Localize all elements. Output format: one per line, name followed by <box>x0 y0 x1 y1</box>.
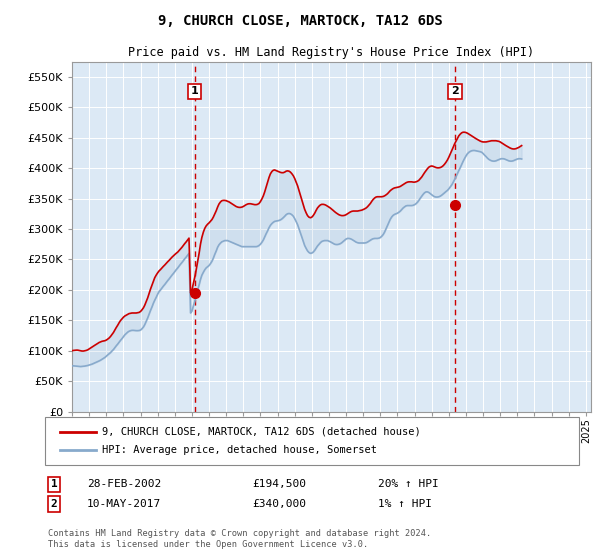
Text: 9, CHURCH CLOSE, MARTOCK, TA12 6DS: 9, CHURCH CLOSE, MARTOCK, TA12 6DS <box>158 14 442 28</box>
Text: HPI: Average price, detached house, Somerset: HPI: Average price, detached house, Some… <box>102 445 377 455</box>
Text: 9, CHURCH CLOSE, MARTOCK, TA12 6DS (detached house): 9, CHURCH CLOSE, MARTOCK, TA12 6DS (deta… <box>102 427 421 437</box>
Text: 20% ↑ HPI: 20% ↑ HPI <box>378 479 439 489</box>
Title: Price paid vs. HM Land Registry's House Price Index (HPI): Price paid vs. HM Land Registry's House … <box>128 46 535 59</box>
Text: £340,000: £340,000 <box>252 499 306 509</box>
Text: 28-FEB-2002: 28-FEB-2002 <box>87 479 161 489</box>
Text: 1: 1 <box>50 479 58 489</box>
Text: Contains HM Land Registry data © Crown copyright and database right 2024.
This d: Contains HM Land Registry data © Crown c… <box>48 529 431 549</box>
Text: 1: 1 <box>191 86 199 96</box>
Text: 2: 2 <box>451 86 459 96</box>
Text: 1% ↑ HPI: 1% ↑ HPI <box>378 499 432 509</box>
Text: £194,500: £194,500 <box>252 479 306 489</box>
Text: 10-MAY-2017: 10-MAY-2017 <box>87 499 161 509</box>
Text: 2: 2 <box>50 499 58 509</box>
